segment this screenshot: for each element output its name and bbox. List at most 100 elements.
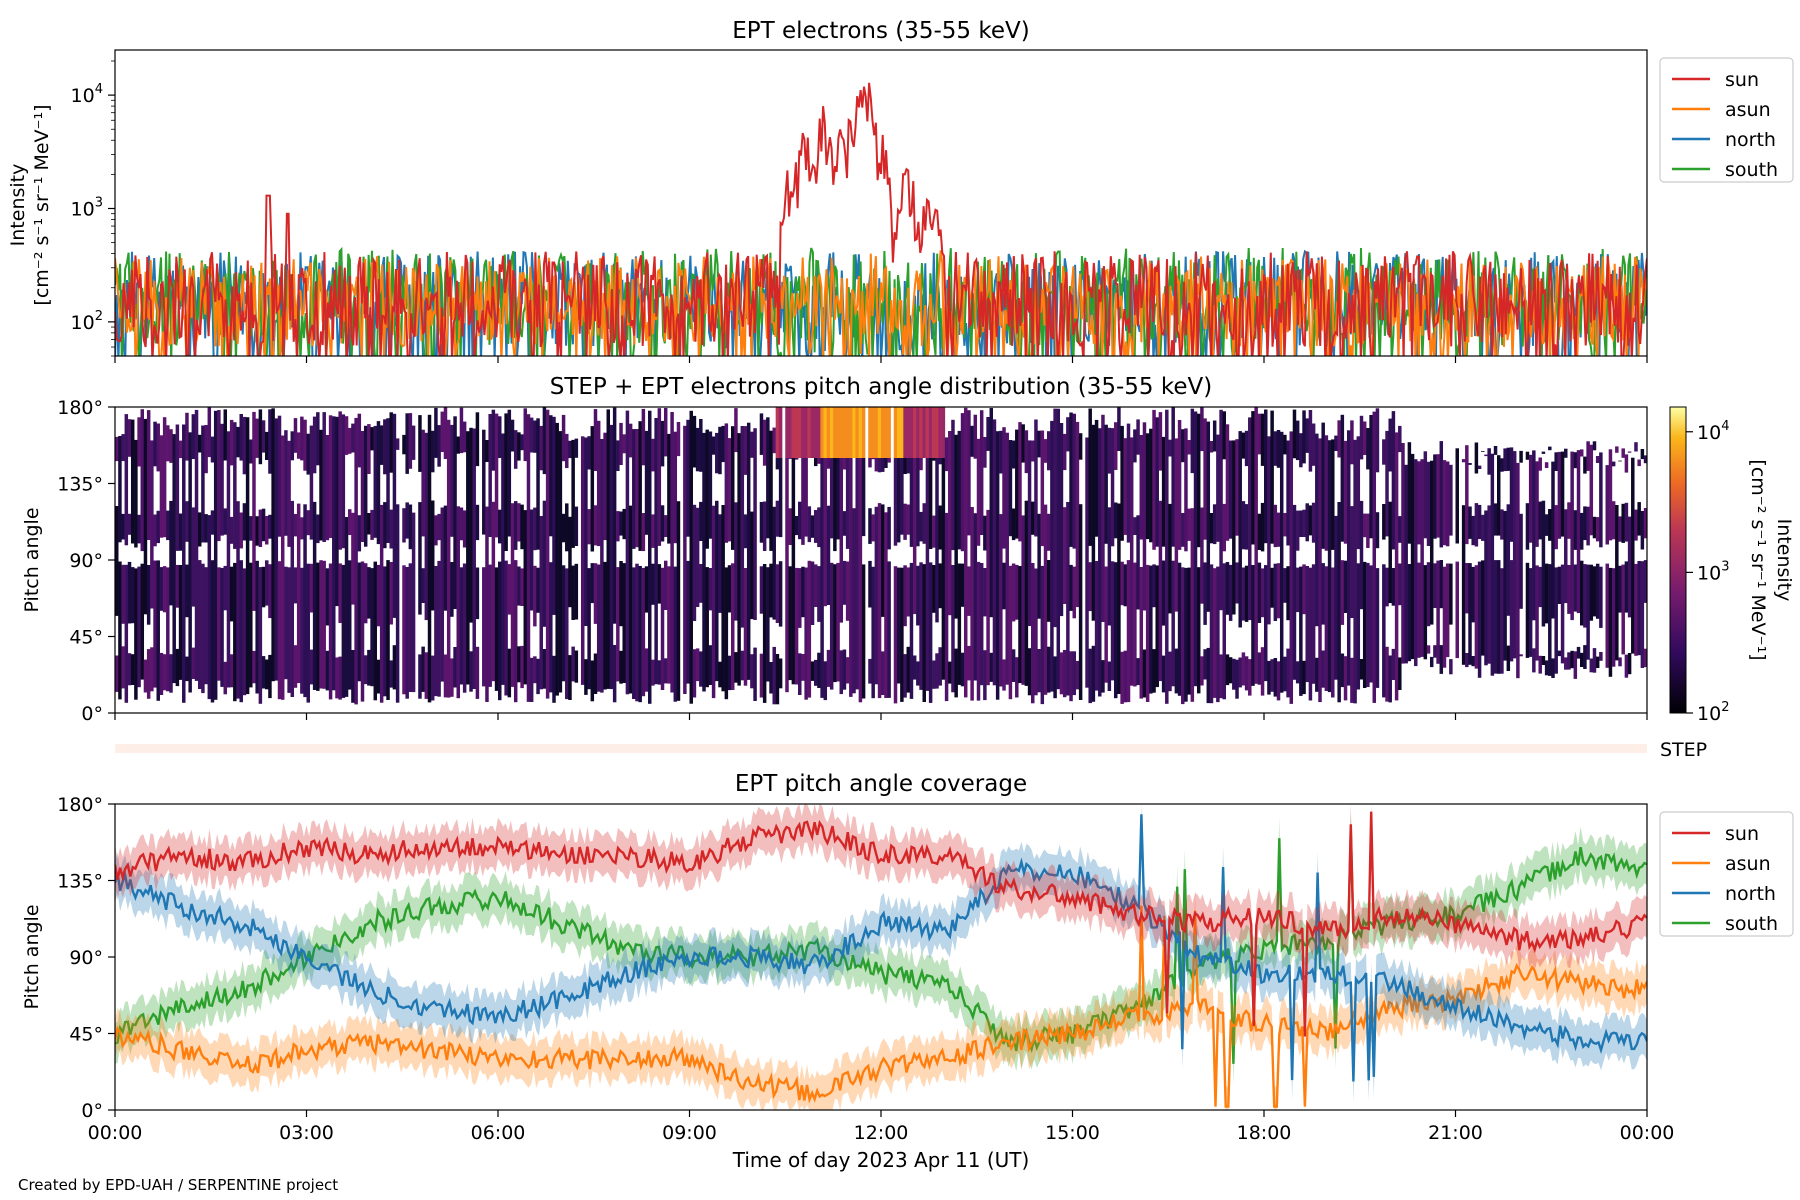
heatmap-cell — [249, 516, 253, 541]
heatmap-cell — [1579, 560, 1584, 626]
heatmap-cell — [724, 567, 729, 700]
heatmap-cell — [571, 439, 575, 548]
heatmap-cell — [1155, 417, 1159, 547]
heatmap-cell — [1589, 564, 1594, 621]
heatmap-cell — [788, 508, 792, 545]
heatmap-cell — [1235, 659, 1239, 699]
heatmap-cell — [730, 563, 735, 690]
heatmap-cell — [545, 409, 550, 699]
heatmap-cell — [842, 649, 847, 690]
heatmap-cell — [1257, 413, 1262, 455]
heatmap-cell — [1592, 441, 1597, 451]
heatmap-cell — [156, 510, 160, 544]
heatmap-cell — [1181, 429, 1185, 463]
heatmap-cell — [146, 649, 151, 699]
heatmap-cell — [462, 563, 467, 693]
heatmap-cell — [1401, 443, 1405, 664]
heatmap-cell — [376, 659, 381, 694]
heatmap-cell — [153, 421, 157, 467]
y-tick-label: 0° — [81, 1100, 103, 1122]
heatmap-cell — [954, 648, 958, 698]
heatmap-cell — [1292, 409, 1297, 459]
heatmap-cell — [389, 660, 393, 688]
heatmap-cell — [1110, 428, 1115, 547]
heatmap-cell — [1557, 650, 1562, 657]
heatmap-cell — [140, 409, 145, 552]
heatmap-cell — [1611, 568, 1616, 667]
heatmap-cell — [197, 512, 202, 547]
heatmap-cell — [896, 407, 901, 458]
heatmap-cell — [1637, 561, 1641, 656]
pitch-angle-coverage-panel: EPT pitch angle coverage 0° 45° 90° 135° 180… — [21, 771, 1794, 1144]
heatmap-cell — [1548, 446, 1552, 451]
heatmap-cell — [1471, 515, 1475, 546]
heatmap-cell — [584, 437, 588, 626]
heatmap-cell — [1528, 568, 1533, 657]
heatmap-cell — [220, 423, 224, 536]
heatmap-cell — [657, 564, 662, 604]
heatmap-cell — [121, 513, 125, 540]
heatmap-cell — [663, 658, 668, 684]
heatmap-cell — [1165, 409, 1169, 704]
heatmap-cell — [220, 567, 224, 687]
heatmap-cell — [565, 568, 569, 700]
heatmap-cell — [1382, 504, 1386, 540]
heatmap-cell — [1634, 509, 1638, 541]
heatmap-cell — [255, 516, 259, 546]
heatmap-cell — [1043, 504, 1048, 695]
heatmap-cell — [178, 440, 183, 459]
heatmap-cell — [881, 504, 885, 617]
heatmap-cell — [804, 458, 808, 537]
heatmap-cell — [906, 504, 911, 535]
heatmap-cell — [1302, 509, 1306, 537]
heatmap-cell — [903, 503, 907, 540]
heatmap-cell — [861, 407, 866, 458]
heatmap-cell — [316, 514, 320, 544]
heatmap-cell — [226, 431, 231, 688]
heatmap-cell — [1334, 515, 1338, 680]
heatmap-cell — [450, 658, 454, 697]
legend-label-south: south — [1725, 913, 1778, 935]
heatmap-cell — [357, 515, 362, 552]
heatmap-cell — [293, 514, 298, 537]
heatmap-cell — [1643, 508, 1647, 539]
heatmap-cell — [306, 433, 310, 475]
heatmap-cell — [472, 428, 476, 689]
heatmap-cell — [229, 654, 234, 688]
heatmap-cell — [1043, 439, 1048, 463]
heatmap-cell — [1216, 566, 1220, 703]
heatmap-cell — [887, 458, 891, 463]
heatmap-cell — [616, 511, 620, 542]
heatmap-cell — [376, 564, 381, 627]
x-tick-label: 06:00 — [471, 1122, 526, 1144]
heatmap-cell — [903, 654, 907, 698]
heatmap-cell — [1094, 419, 1099, 537]
heatmap-cell — [191, 647, 196, 679]
heatmap-cell — [488, 564, 492, 687]
heatmap-cell — [354, 417, 358, 705]
heatmap-cell — [711, 436, 716, 455]
heatmap-cell — [328, 415, 333, 538]
heatmap-cell — [983, 437, 987, 468]
heatmap-cell — [1525, 562, 1530, 658]
heatmap-cell — [1503, 510, 1507, 661]
colorbar-label-line1: Intensity — [1773, 519, 1795, 602]
heatmap-cell — [1570, 451, 1574, 621]
heatmap-cell — [379, 425, 384, 465]
heatmap-cell — [386, 560, 390, 700]
heatmap-cell — [587, 509, 591, 545]
heatmap-cell — [1244, 656, 1249, 691]
heatmap-cell — [1512, 451, 1517, 659]
heatmap-cell — [593, 505, 598, 546]
heatmap-cell — [418, 415, 422, 472]
heatmap-cell — [817, 507, 821, 548]
y-tick-label: 0° — [81, 703, 103, 725]
heatmap-cell — [1200, 656, 1204, 686]
heatmap-cell — [1564, 509, 1568, 604]
heatmap-cell — [210, 436, 215, 463]
heatmap-cell — [1257, 562, 1262, 623]
heatmap-cell — [1621, 448, 1625, 458]
heatmap-cell — [622, 508, 626, 540]
heatmap-cell — [887, 561, 891, 698]
heatmap-cell — [596, 564, 601, 692]
